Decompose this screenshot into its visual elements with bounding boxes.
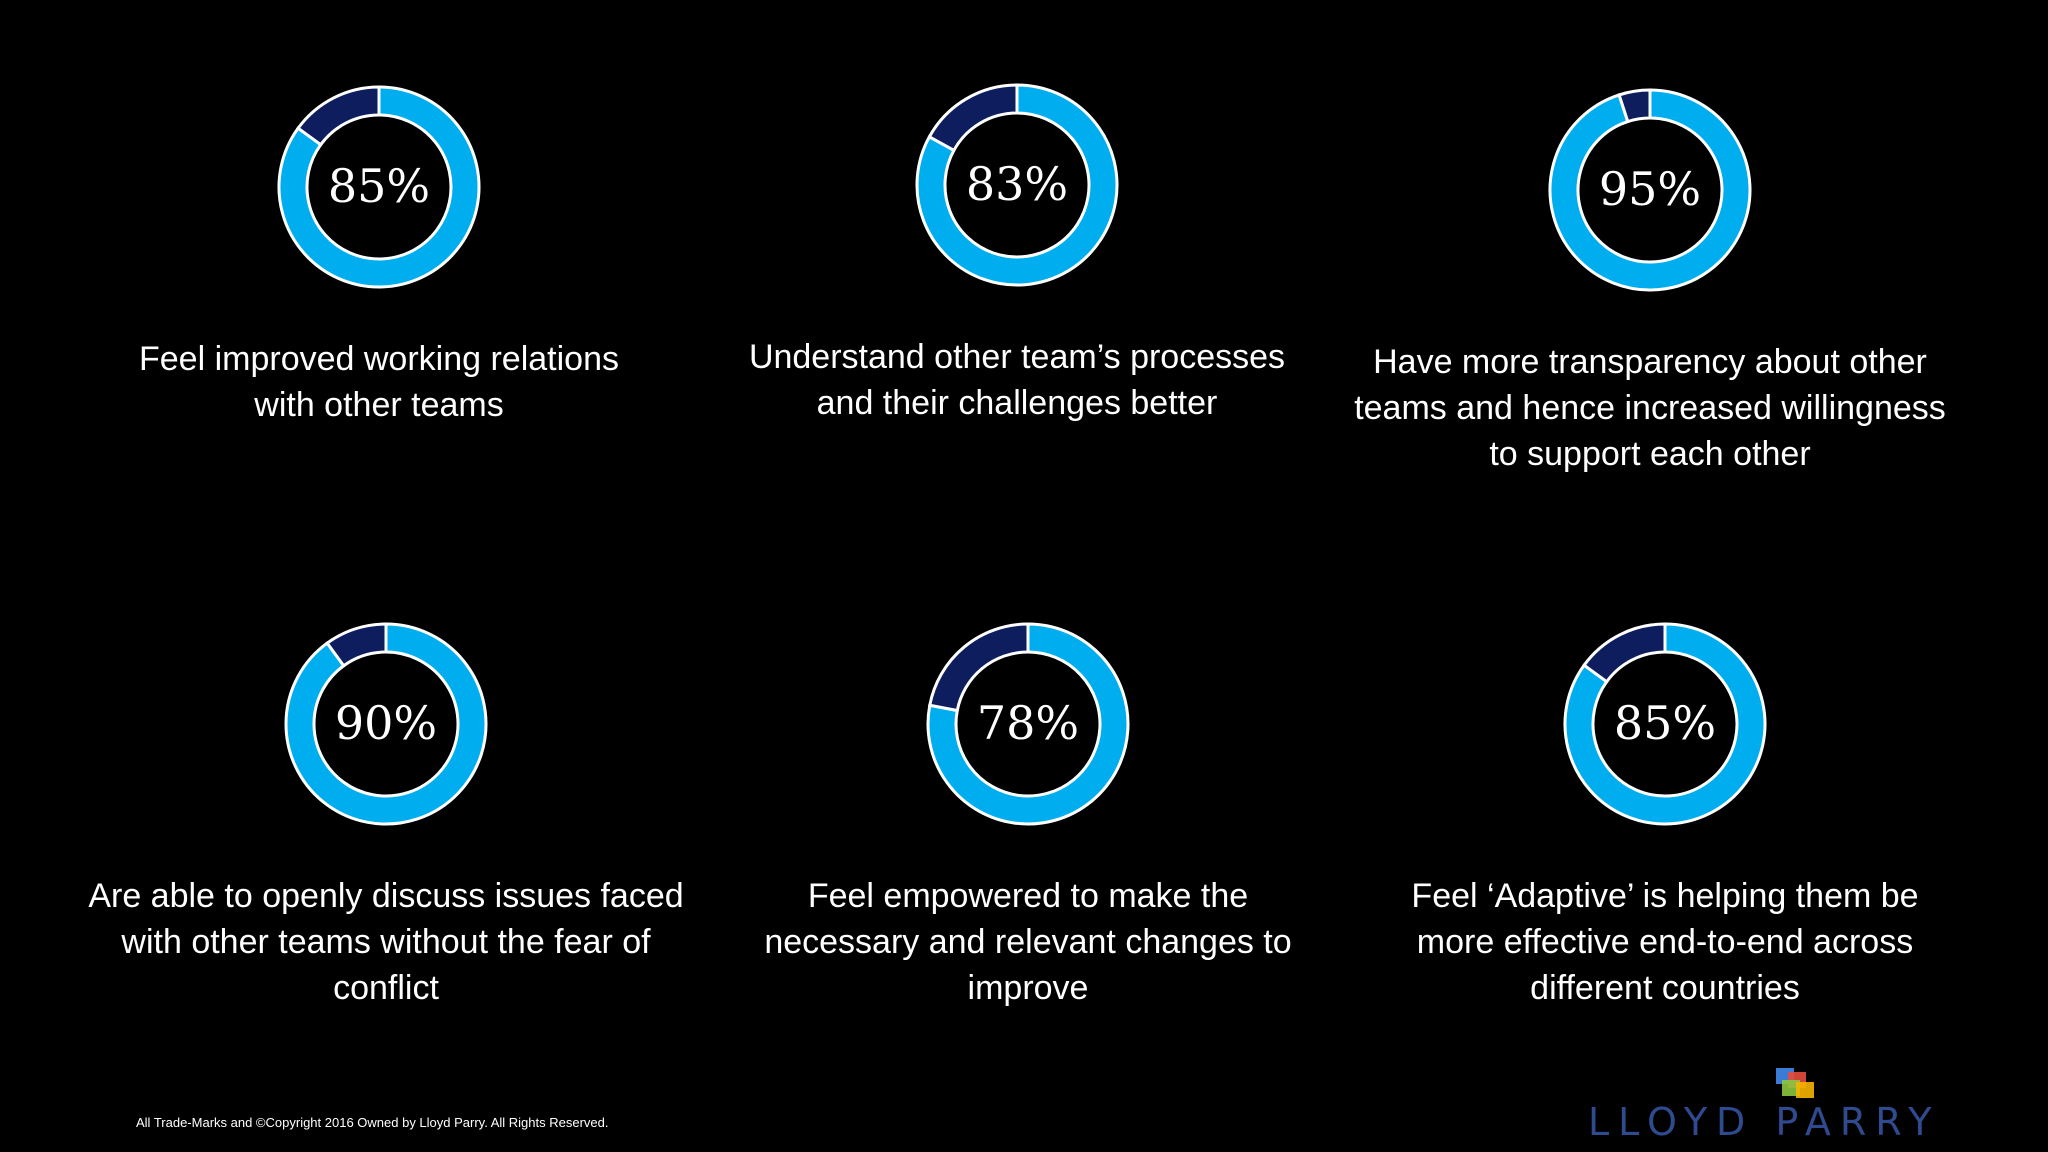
donut-segment-remainder bbox=[927, 83, 1019, 153]
cube-logo-icon bbox=[1776, 1068, 1814, 1098]
donut-chart: 95% bbox=[1548, 88, 1752, 292]
donut-segment-remainder bbox=[1617, 88, 1652, 124]
donut-value-label: 85% bbox=[328, 159, 430, 213]
donut-segment-value bbox=[926, 622, 1130, 826]
donut-segment-value bbox=[1563, 622, 1767, 826]
stat-caption: Are able to openly discuss issues faced … bbox=[88, 877, 684, 1007]
donut-segment-value bbox=[277, 85, 481, 289]
stat-caption: Understand other team’s processes and th… bbox=[748, 338, 1286, 422]
stat-caption: Feel empowered to make the necessary and… bbox=[764, 877, 1292, 1007]
brand-logo: LLOYD PARRY bbox=[1580, 1066, 2020, 1146]
donut-segment-value bbox=[1548, 88, 1752, 292]
brand-name: LLOYD PARRY bbox=[1588, 1100, 1941, 1144]
stat-card: 85% Feel improved working relations with… bbox=[59, 82, 699, 428]
donut-segment-remainder bbox=[1582, 622, 1667, 684]
donut-chart: 78% bbox=[926, 622, 1130, 826]
donut-value-label: 95% bbox=[1599, 162, 1701, 216]
stat-caption: Have more transparency about other teams… bbox=[1354, 343, 1946, 473]
donut-segment-value bbox=[284, 622, 488, 826]
donut-segment-remainder bbox=[296, 85, 381, 147]
donut-segment-remainder bbox=[928, 622, 1030, 713]
donut-value-label: 85% bbox=[1614, 696, 1716, 750]
stat-card: 85% Feel ‘Adaptive’ is helping them be m… bbox=[1345, 619, 1985, 1011]
donut-segment-remainder bbox=[325, 622, 388, 668]
donut-chart: 83% bbox=[915, 83, 1119, 287]
stat-card: 78% Feel empowered to make the necessary… bbox=[708, 619, 1348, 1011]
donut-value-label: 78% bbox=[977, 696, 1079, 750]
copyright-notice: All Trade-Marks and ©Copyright 2016 Owne… bbox=[136, 1115, 609, 1130]
donut-value-label: 83% bbox=[966, 157, 1068, 211]
stat-caption: Feel improved working relations with oth… bbox=[139, 340, 619, 424]
donut-value-label: 90% bbox=[335, 696, 437, 750]
donut-chart: 85% bbox=[277, 85, 481, 289]
stat-card: 83% Understand other team’s processes an… bbox=[697, 80, 1337, 426]
donut-chart: 90% bbox=[284, 622, 488, 826]
stat-caption: Feel ‘Adaptive’ is helping them be more … bbox=[1411, 877, 1919, 1007]
donut-chart: 85% bbox=[1563, 622, 1767, 826]
donut-segment-value bbox=[915, 83, 1119, 287]
stat-card: 90% Are able to openly discuss issues fa… bbox=[66, 619, 706, 1011]
stat-card: 95% Have more transparency about other t… bbox=[1330, 85, 1970, 477]
